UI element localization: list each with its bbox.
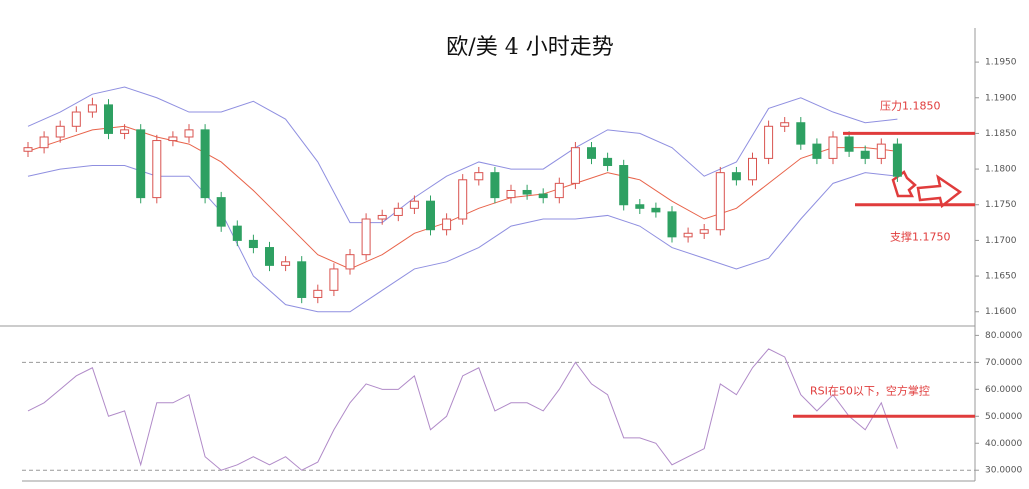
candle-body	[409, 200, 419, 209]
candle-body	[345, 254, 355, 270]
candle-body	[313, 289, 323, 298]
candle-body	[554, 182, 564, 199]
candle-body	[71, 111, 81, 127]
candle-body	[715, 172, 725, 231]
candle-body	[780, 122, 790, 127]
candle-body	[458, 179, 468, 220]
y-tick-label: 1.1900	[985, 93, 1017, 103]
candle-body	[619, 165, 629, 206]
candle-body	[892, 143, 902, 177]
candle-body	[168, 136, 178, 142]
candle-body	[184, 129, 194, 138]
annotation: 压力1.1850	[880, 99, 941, 112]
candle-body	[651, 207, 661, 213]
candle-body	[265, 247, 274, 266]
y-tick-label: 70.0000	[985, 358, 1022, 368]
candle-body	[104, 104, 113, 134]
candle-body	[828, 136, 838, 159]
y-tick-label: 1.1750	[985, 200, 1017, 210]
candle-body	[281, 261, 291, 266]
y-tick-label: 1.1700	[985, 236, 1017, 246]
candle-body	[377, 214, 387, 220]
candle-body	[506, 189, 516, 199]
candle-body	[731, 172, 741, 181]
candle-body	[248, 239, 258, 249]
candle-body	[764, 125, 774, 159]
band-line	[27, 86, 898, 224]
y-tick-label: 50.0000	[985, 412, 1022, 422]
y-tick-label: 1.1950	[985, 58, 1017, 68]
candle-body	[699, 229, 709, 234]
candle-body	[87, 104, 97, 113]
candle-body	[860, 150, 870, 159]
candle-body	[635, 204, 645, 209]
candle-body	[120, 129, 130, 134]
candle-body	[39, 136, 49, 149]
y-tick-label: 30.0000	[985, 466, 1022, 476]
rsi-line	[27, 348, 898, 471]
candle-body	[393, 207, 403, 216]
candle-body	[683, 232, 693, 238]
candle-body	[474, 172, 484, 181]
y-tick-label: 1.1650	[985, 272, 1017, 282]
candle-body	[603, 157, 613, 167]
candle-body	[522, 189, 532, 195]
y-tick-label: 1.1800	[985, 165, 1017, 175]
candle-body	[136, 129, 146, 199]
annotation: RSI在50以下，空方掌控	[810, 383, 930, 397]
y-tick-label: 60.0000	[985, 385, 1022, 395]
candle-body	[232, 225, 242, 241]
candle-body	[442, 218, 452, 231]
y-tick-label: 40.0000	[985, 439, 1022, 449]
y-tick-label: 1.1850	[985, 129, 1017, 139]
candle-body	[361, 218, 371, 256]
chart-title: 欧/美 4 小时走势	[446, 35, 613, 60]
candle-body	[329, 268, 339, 291]
candle-body	[812, 143, 822, 159]
candle-body	[490, 172, 500, 199]
band-line	[27, 165, 898, 313]
candle-body	[587, 147, 596, 159]
candle-body	[538, 193, 548, 199]
candle-body	[23, 147, 33, 152]
candle-body	[55, 125, 65, 138]
arrows	[891, 170, 963, 209]
candle-body	[297, 261, 307, 298]
candle-body	[844, 136, 854, 152]
candle-body	[152, 140, 162, 199]
candle-body	[667, 211, 677, 238]
y-tick-label: 80.0000	[985, 331, 1022, 341]
candle-body	[216, 197, 226, 227]
candle-body	[876, 143, 886, 159]
candle-body	[570, 147, 580, 184]
candle-body	[796, 122, 806, 145]
annotation: 支撑1.1750	[890, 230, 951, 244]
y-tick-label: 1.1600	[985, 307, 1017, 317]
candle-body	[426, 200, 435, 231]
candle-body	[200, 129, 210, 199]
candle-body	[748, 157, 757, 181]
